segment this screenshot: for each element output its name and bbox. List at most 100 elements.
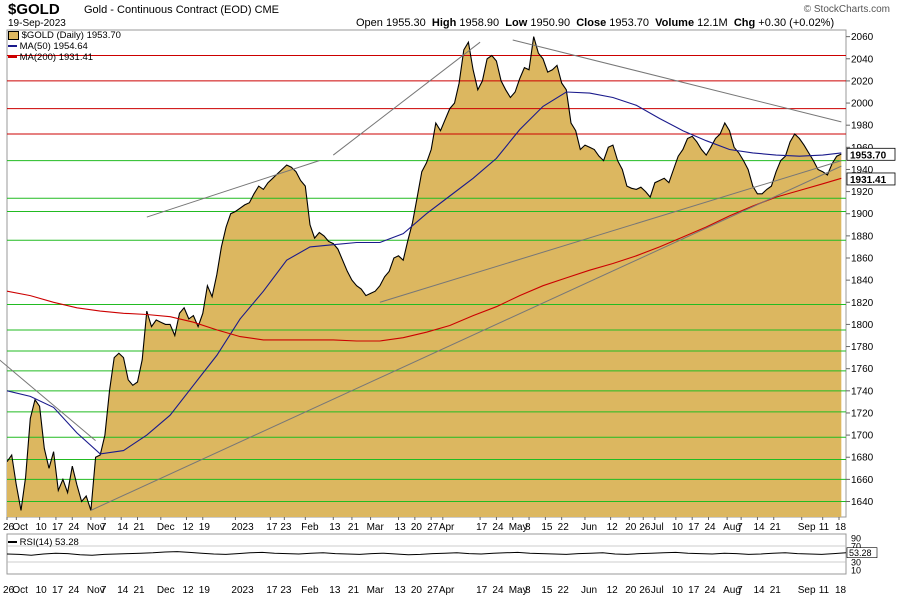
close-label: Close [576,17,607,29]
rsi-tick-label: 90 [851,534,861,544]
trendline [0,359,96,442]
rsi-x-tick-label: 10 [672,585,684,596]
trendline [379,160,842,303]
x-tick-label: 21 [770,522,782,533]
x-tick-label: 8 [525,522,531,533]
ma50-line [7,91,842,455]
rsi-x-tick-label: Oct [12,585,28,596]
x-tick-label: Sep [798,522,816,533]
rsi-x-tick-label: 12 [182,585,194,596]
legend-ma200-swatch [8,56,17,59]
x-tick-label: 7 [101,522,107,533]
high-label: High [431,17,457,29]
legend-price: $GOLD (Daily) 1953.70 [8,30,121,41]
legend-ma200: MA(200) 1931.41 [8,52,93,63]
x-tick-label: Feb [301,522,319,533]
y-tick-label: 1760 [851,364,874,375]
price-badge-text: 1953.70 [850,150,887,161]
rsi-x-tick-label: 17 [52,585,64,596]
y-tick-label: 1800 [851,320,874,331]
rsi-x-tick-label: 11 [819,585,830,596]
rsi-x-tick-label: 18 [835,585,847,596]
x-tick-label: Jul [651,522,664,533]
rsi-badge-box [846,547,878,558]
rsi-x-tick-label: Nov [87,585,105,596]
y-tick-label: 1880 [851,231,874,242]
rsi-x-tick-label: 26 [3,585,15,596]
x-tick-label: 11 [819,522,830,533]
x-tick-label: 19 [199,522,211,533]
x-tick-label: 15 [541,522,553,533]
x-tick-label: 20 [625,522,637,533]
x-tick-label: Oct [12,522,28,533]
y-tick-label: 2060 [851,32,874,43]
y-tick-label: 1840 [851,276,874,287]
x-tick-label: 17 [688,522,700,533]
x-tick-label: Dec [157,522,175,533]
x-tick-label: 18 [835,522,847,533]
rsi-badge-text: 53.28 [849,548,872,558]
x-tick-label: 2023 [231,522,254,533]
rsi-x-tick-label: 21 [770,585,782,596]
rsi-x-tick-label: 8 [525,585,531,596]
rsi-x-tick-label: 7 [737,585,743,596]
x-tick-label: 17 [52,522,64,533]
price-area [7,36,842,517]
x-tick-label: Nov [87,522,105,533]
x-tick-label: Jun [581,522,597,533]
x-tick-label: 10 [36,522,48,533]
x-tick-label: 23 [280,522,292,533]
y-tick-label: 1980 [851,121,874,132]
x-tick-label: 12 [182,522,194,533]
x-tick-label: 13 [395,522,407,533]
y-tick-label: 1640 [851,497,874,508]
legend-ma50-swatch [8,45,17,48]
legend-ma200-text: MA(200) 1931.41 [19,52,94,63]
brand-label: © StockCharts.com [803,4,890,15]
legend-ma50: MA(50) 1954.64 [8,41,88,52]
rsi-x-tick-label: 24 [68,585,80,596]
rsi-x-tick-label: Sep [798,585,816,596]
rsi-x-tick-label: 17 [688,585,700,596]
x-tick-label: May [509,522,528,533]
x-tick-label: 7 [737,522,743,533]
rsi-x-tick-label: Mar [367,585,385,596]
x-tick-label: 17 [476,522,488,533]
low-value: 1950.90 [530,17,571,29]
trendline [332,41,481,156]
rsi-x-tick-label: 10 [36,585,48,596]
rsi-tick-label: 10 [851,566,861,576]
volume-label: Volume [655,17,695,29]
rsi-x-tick-label: 21 [134,585,146,596]
rsi-x-tick-label: 22 [558,585,570,596]
x-tick-label: 26 [3,522,15,533]
symbol-title: $GOLD [8,1,60,18]
rsi-legend-text: RSI(14) 53.28 [19,537,79,548]
chg-value: +0.30 (+0.02%) [758,17,835,29]
ma200-line [7,177,842,342]
price-line [7,36,842,511]
rsi-x-tick-label: 24 [704,585,716,596]
low-label: Low [505,17,528,29]
x-tick-label: 12 [607,522,619,533]
rsi-x-tick-label: 26 [639,585,651,596]
rsi-x-tick-label: 14 [117,585,129,596]
x-tick-label: 10 [672,522,684,533]
legend-price-text: $GOLD (Daily) 1953.70 [21,30,121,41]
open-value: 1955.30 [385,17,426,29]
y-tick-label: 1900 [851,209,874,220]
y-tick-label: 1780 [851,342,874,353]
x-tick-label: 13 [329,522,341,533]
y-tick-label: 1920 [851,187,874,198]
x-tick-label: 20 [411,522,423,533]
y-tick-label: 2000 [851,99,874,110]
x-tick-label: 21 [348,522,360,533]
rsi-x-tick-label: 17 [476,585,488,596]
rsi-tick-label: 30 [851,558,861,568]
y-tick-label: 2020 [851,76,874,87]
rsi-x-tick-label: 21 [348,585,360,596]
rsi-line [6,551,847,556]
rsi-x-tick-label: 20 [411,585,423,596]
rsi-legend-swatch [8,541,17,544]
